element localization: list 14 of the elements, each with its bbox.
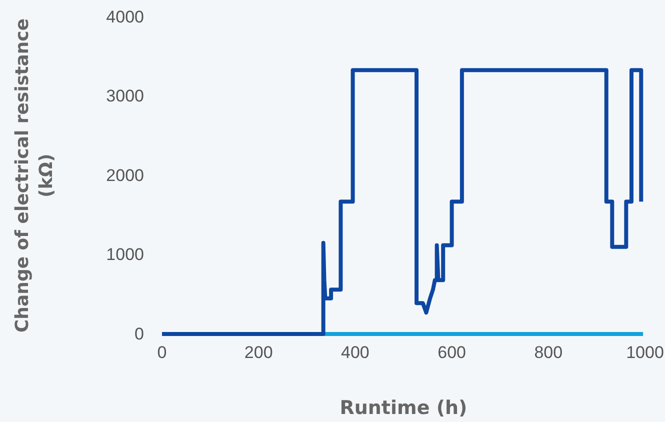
y-axis-title: Change of electrical resistance (kΩ) (12, 18, 57, 333)
y-tick-label: 3000 (106, 86, 144, 106)
y-tick-label: 2000 (106, 166, 144, 185)
x-axis-title: Runtime (h) (340, 397, 468, 419)
x-tick-label: 1000 (626, 343, 664, 362)
y-tick-label: 0 (134, 324, 144, 344)
y-tick-label: 4000 (106, 7, 144, 26)
x-tick-label: 200 (244, 343, 273, 362)
x-tick-label: 800 (534, 343, 563, 362)
x-tick-label: 400 (341, 343, 370, 362)
x-tick-label: 600 (438, 343, 466, 362)
x-tick-label: 0 (157, 343, 167, 362)
line-series (160, 68, 644, 336)
y-tick-label: 1000 (106, 245, 144, 264)
